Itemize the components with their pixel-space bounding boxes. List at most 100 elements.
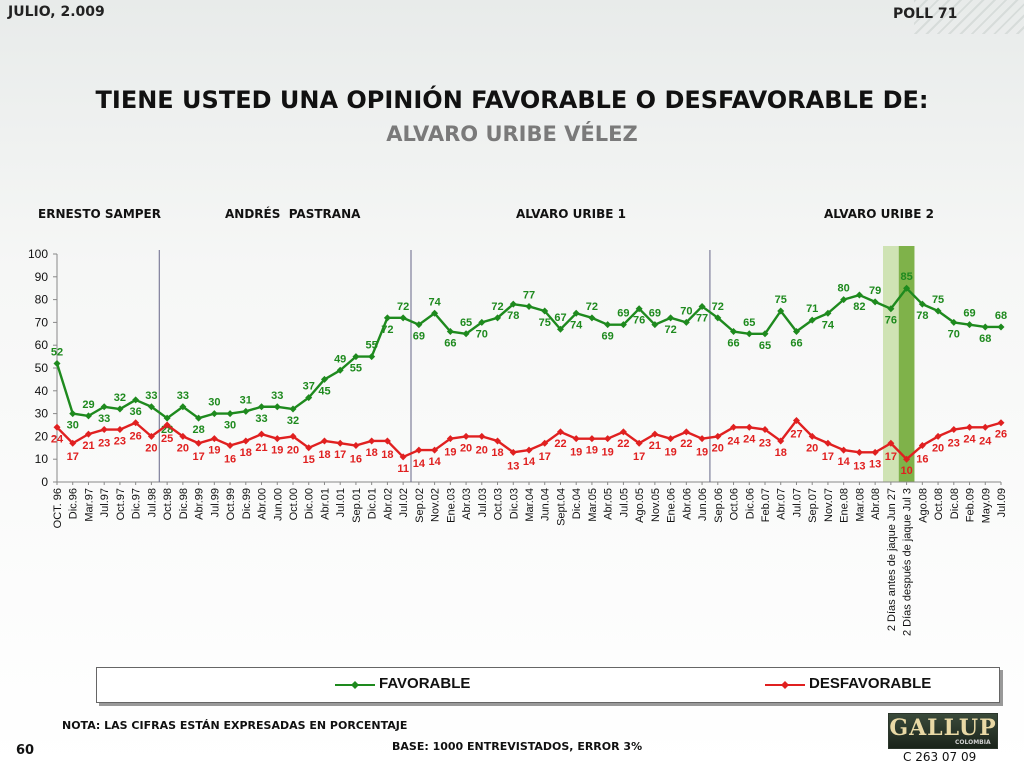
data-point — [651, 321, 659, 329]
y-tick-label: 100 — [28, 247, 48, 261]
data-label: 14 — [838, 456, 851, 468]
y-tick-label: 0 — [41, 475, 48, 489]
data-label: 22 — [680, 438, 692, 450]
data-point — [997, 323, 1005, 331]
data-point — [336, 366, 344, 374]
data-point — [147, 403, 155, 411]
data-point — [368, 437, 376, 445]
x-tick-label: Sep.02 — [414, 488, 426, 523]
data-label: 28 — [192, 424, 204, 436]
data-label: 72 — [491, 301, 503, 313]
data-label: 17 — [822, 451, 834, 463]
data-point — [320, 437, 328, 445]
data-label: 21 — [649, 440, 661, 452]
x-tick-label: Oct.00 — [288, 488, 300, 520]
data-point — [887, 305, 895, 313]
data-point — [808, 316, 816, 324]
data-label: 18 — [318, 449, 330, 461]
x-tick-label: Jul.99 — [209, 488, 221, 517]
data-point — [132, 419, 140, 427]
x-tick-label: Oct.08 — [933, 488, 945, 520]
x-tick-label: Dic.03 — [508, 488, 520, 519]
data-label: 18 — [240, 447, 252, 459]
data-label: 55 — [350, 363, 362, 375]
data-label: 24 — [743, 433, 756, 445]
data-label: 37 — [303, 381, 315, 393]
data-point — [541, 307, 549, 315]
y-tick-label: 90 — [35, 270, 49, 284]
data-label: 33 — [145, 390, 157, 402]
data-point — [730, 328, 738, 336]
highlight-band — [898, 246, 915, 482]
x-tick-label: Jul.07 — [791, 488, 803, 517]
data-point — [226, 410, 234, 418]
data-label: 66 — [790, 338, 802, 350]
data-label: 78 — [507, 310, 519, 322]
data-label: 17 — [192, 451, 204, 463]
data-point — [588, 435, 596, 443]
x-tick-label: Ene.06 — [666, 488, 678, 523]
x-tick-label: Dic.99 — [241, 488, 253, 519]
data-point — [84, 412, 92, 420]
data-label: 69 — [602, 331, 614, 343]
data-point — [981, 323, 989, 331]
data-point — [53, 359, 61, 367]
report-date: JULIO, 2.009 — [8, 4, 105, 20]
data-point — [163, 421, 171, 429]
data-label: 19 — [444, 447, 456, 459]
data-label: 20 — [460, 442, 472, 454]
data-point — [273, 403, 281, 411]
data-point — [273, 435, 281, 443]
data-label: 19 — [570, 447, 582, 459]
data-point — [588, 314, 596, 322]
data-label: 74 — [570, 319, 583, 331]
data-point — [116, 405, 124, 413]
data-label: 18 — [381, 449, 393, 461]
data-label: 30 — [224, 420, 236, 432]
data-point — [383, 314, 391, 322]
data-label: 79 — [869, 285, 881, 297]
data-point — [383, 437, 391, 445]
data-label: 68 — [995, 310, 1007, 322]
data-point — [824, 309, 832, 317]
data-label: 30 — [67, 420, 79, 432]
data-label: 66 — [444, 338, 456, 350]
y-tick-label: 50 — [35, 361, 49, 375]
x-tick-label: Dic.06 — [744, 488, 756, 519]
x-tick-label: Nov.05 — [650, 488, 662, 522]
data-label: 82 — [853, 301, 865, 313]
data-label: 19 — [696, 447, 708, 459]
data-label: 69 — [963, 308, 975, 320]
data-point — [478, 318, 486, 326]
poll-number: POLL 71 — [893, 6, 958, 22]
base-text: BASE: 1000 ENTREVISTADOS, ERROR 3% — [392, 740, 643, 753]
data-point — [462, 330, 470, 338]
data-label: 29 — [82, 399, 94, 411]
x-tick-label: Mar.97 — [83, 488, 95, 522]
data-point — [242, 407, 250, 415]
chart-subtitle: ALVARO URIBE VÉLEZ — [386, 122, 638, 146]
data-label: 70 — [476, 328, 488, 340]
data-point — [368, 353, 376, 361]
data-point — [903, 284, 911, 292]
period-label-uribe1: ALVARO URIBE 1 — [516, 207, 626, 221]
x-tick-label: Oct.98 — [162, 488, 174, 520]
data-label: 17 — [885, 451, 897, 463]
data-point — [53, 423, 61, 431]
data-label: 22 — [617, 438, 629, 450]
data-label: 13 — [853, 460, 865, 472]
data-point — [163, 414, 171, 422]
data-label: 32 — [287, 415, 299, 427]
data-label: 26 — [995, 429, 1007, 441]
data-point — [179, 403, 187, 411]
data-point — [730, 423, 738, 431]
data-label: 75 — [539, 317, 551, 329]
data-label: 11 — [397, 463, 409, 475]
x-tick-label: Oct.97 — [115, 488, 127, 520]
x-tick-label: Abr.00 — [257, 488, 269, 520]
x-tick-label: Dic.08 — [949, 488, 961, 519]
data-label: 65 — [743, 317, 755, 329]
data-label: 33 — [255, 413, 267, 425]
data-label: 23 — [759, 438, 771, 450]
data-label: 23 — [114, 436, 126, 448]
